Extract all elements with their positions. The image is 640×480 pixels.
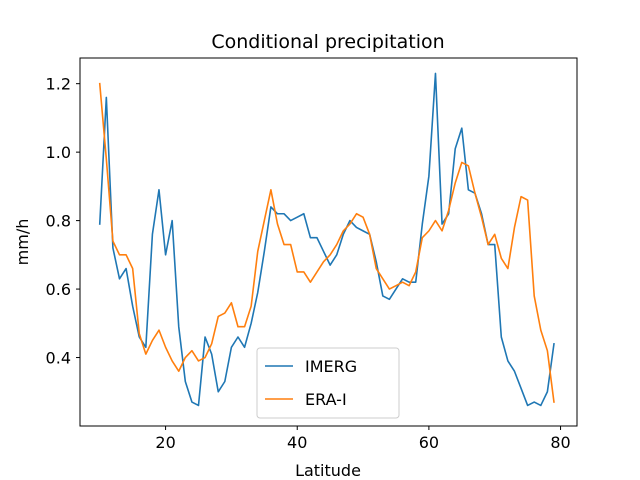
legend: IMERG ERA-I: [256, 347, 400, 419]
y-tick-label: 0.6: [46, 280, 71, 299]
x-tick-label: 60: [419, 433, 439, 452]
legend-label: ERA-I: [305, 390, 347, 409]
chart-title: Conditional precipitation: [211, 31, 444, 53]
legend-label: IMERG: [305, 357, 357, 376]
x-tick-label: 20: [155, 433, 175, 452]
x-axis-label: Latitude: [295, 461, 361, 480]
series-lines: [98, 72, 555, 407]
y-tick-label: 1.2: [46, 75, 71, 94]
y-tick-label: 1.0: [46, 143, 71, 162]
x-tick-label: 40: [287, 433, 307, 452]
y-tick-label: 0.8: [46, 212, 71, 231]
series-line-era-i: [98, 82, 555, 403]
y-tick-label: 0.4: [46, 349, 71, 368]
x-tick-label: 80: [550, 433, 570, 452]
axis-ticks: 20 40 60 80 0.4 0.6 0.8 1.0 1.2: [46, 75, 571, 452]
y-axis-label: mm/h: [13, 219, 32, 266]
